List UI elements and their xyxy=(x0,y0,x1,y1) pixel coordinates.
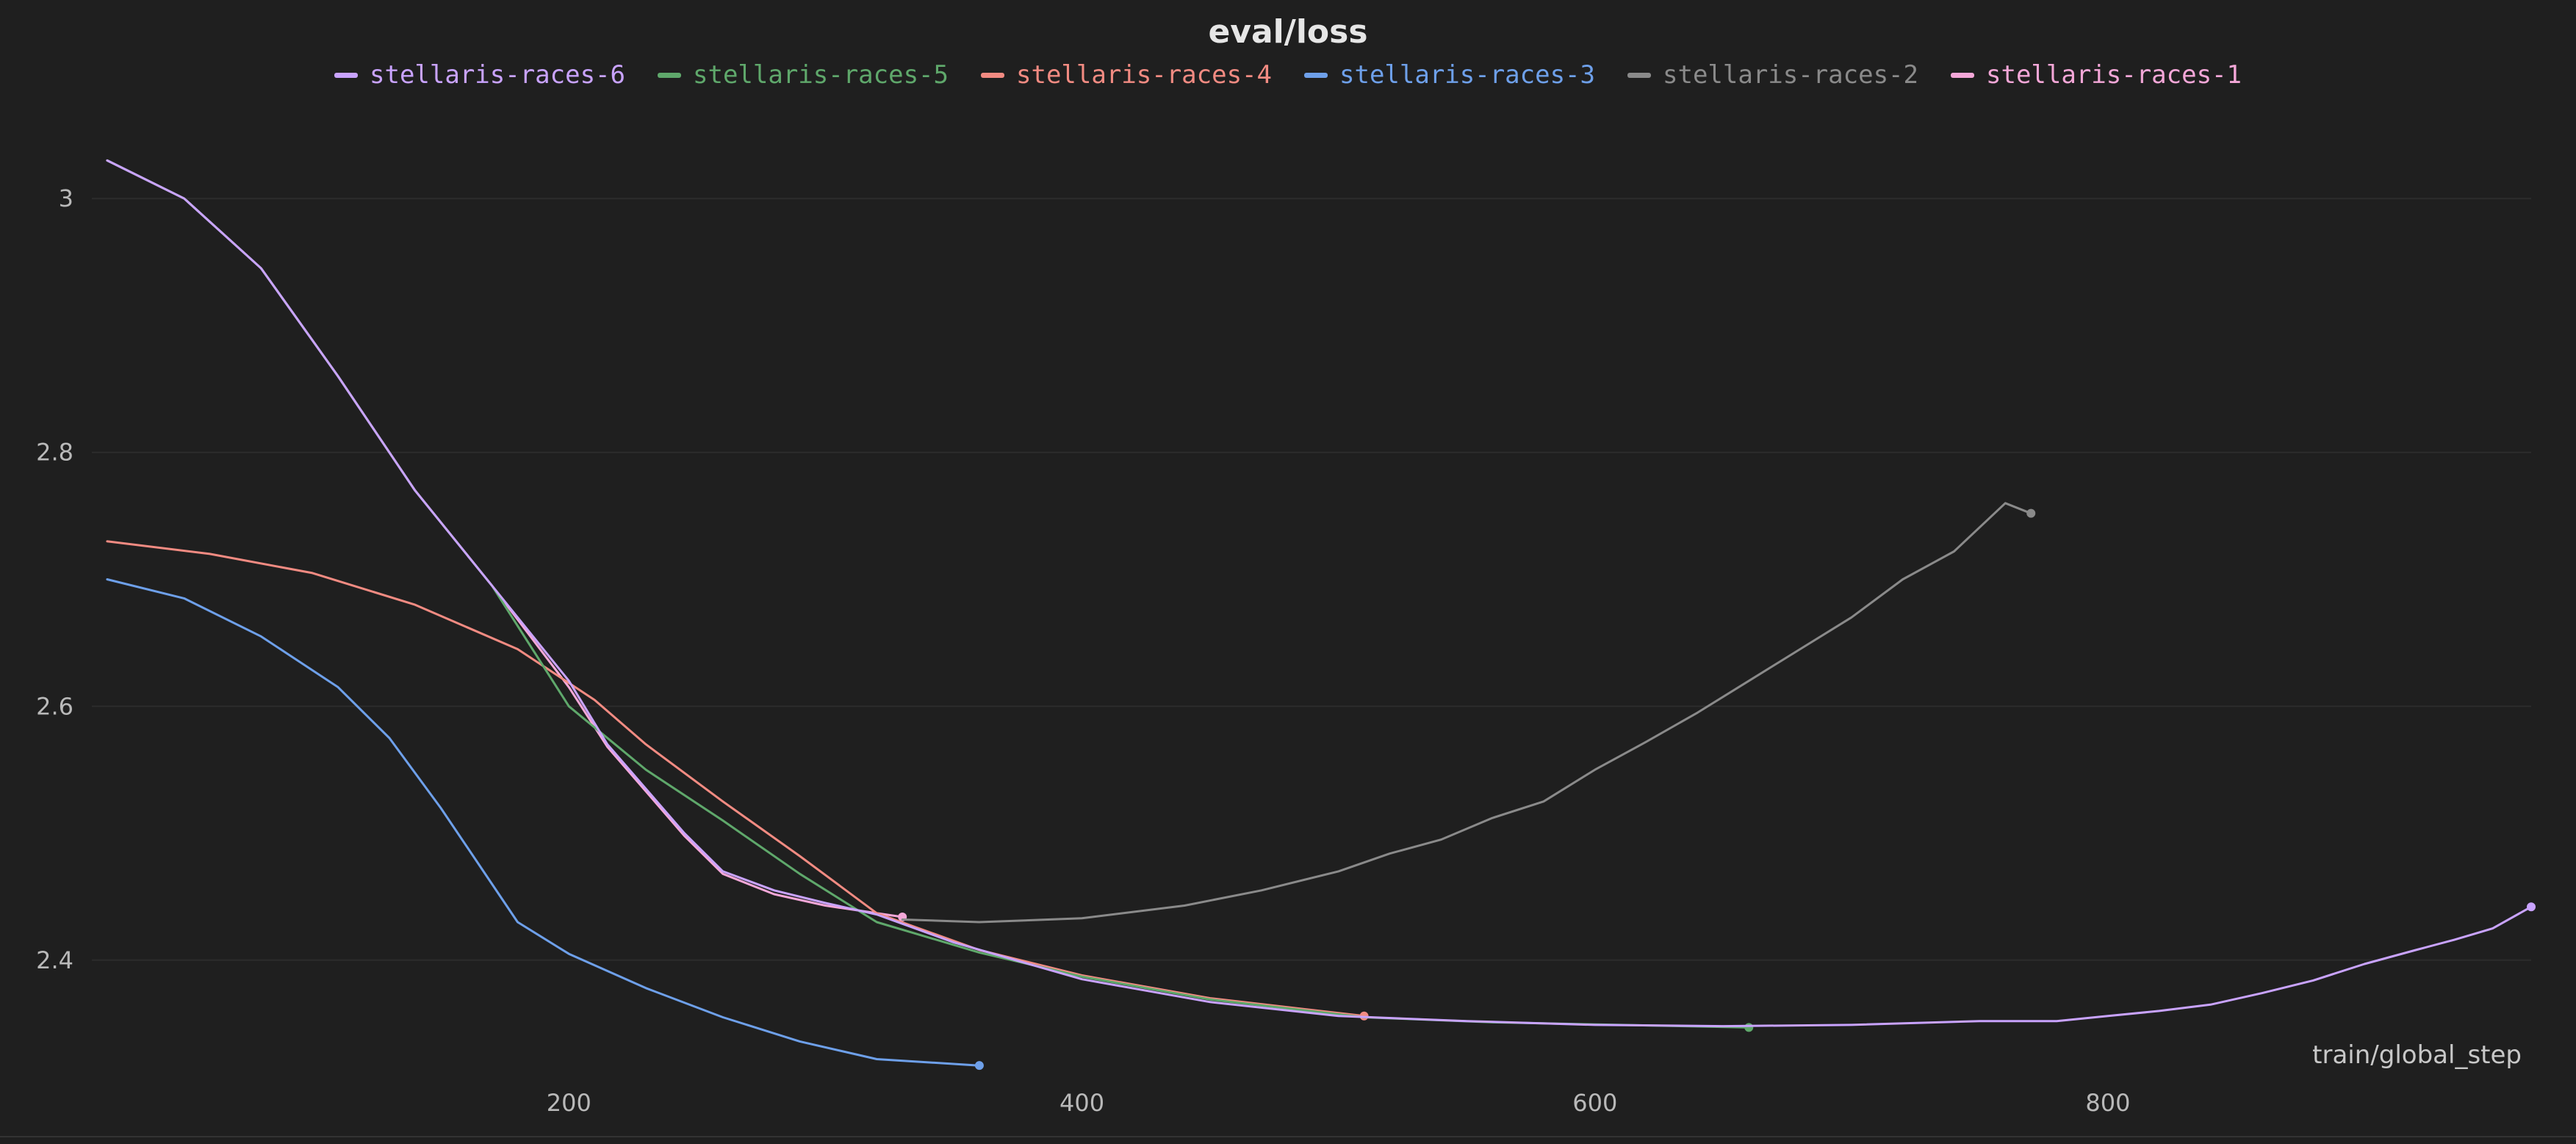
y-tick-label: 3 xyxy=(59,184,73,212)
y-tick-label: 2.8 xyxy=(36,439,73,467)
y-tick-label: 2.6 xyxy=(36,692,73,720)
chart-title: eval/loss xyxy=(1208,13,1368,51)
legend-label: stellaris-races-1 xyxy=(1986,60,2242,90)
legend-label: stellaris-races-6 xyxy=(370,60,625,90)
legend-label: stellaris-races-5 xyxy=(693,60,949,90)
x-tick-label: 800 xyxy=(2085,1089,2130,1117)
legend-item[interactable]: stellaris-races-6 xyxy=(334,60,625,90)
x-axis-title: train/global_step xyxy=(2312,1040,2522,1070)
x-tick-label: 600 xyxy=(1572,1089,1617,1117)
legend-swatch xyxy=(1627,72,1651,78)
legend-label: stellaris-races-3 xyxy=(1339,60,1595,90)
legend-swatch xyxy=(1304,72,1328,78)
legend-item[interactable]: stellaris-races-4 xyxy=(981,60,1272,90)
series-line-stellaris-races-1 xyxy=(106,159,904,918)
series-end-point-stellaris-races-2 xyxy=(2026,508,2036,518)
series-line-stellaris-races-5 xyxy=(106,159,1750,1029)
legend: stellaris-races-6 stellaris-races-5 stella… xyxy=(0,60,2576,90)
series-end-point-stellaris-races-5 xyxy=(1744,1023,1754,1032)
x-tick-label: 200 xyxy=(547,1089,591,1117)
series-end-point-stellaris-races-6 xyxy=(2527,902,2536,912)
legend-label: stellaris-races-4 xyxy=(1016,60,1272,90)
legend-item[interactable]: stellaris-races-1 xyxy=(1951,60,2242,90)
series-line-stellaris-races-2 xyxy=(901,502,2032,924)
legend-item[interactable]: stellaris-races-2 xyxy=(1627,60,1918,90)
series-line-stellaris-races-3 xyxy=(106,578,981,1067)
legend-swatch xyxy=(1951,72,1974,78)
legend-swatch xyxy=(334,72,358,78)
legend-swatch xyxy=(981,72,1004,78)
y-tick-label: 2.4 xyxy=(36,946,73,974)
x-tick-label: 400 xyxy=(1059,1089,1104,1117)
series-end-point-stellaris-races-3 xyxy=(974,1061,984,1071)
legend-item[interactable]: stellaris-races-5 xyxy=(658,60,949,90)
legend-swatch xyxy=(658,72,681,78)
legend-item[interactable]: stellaris-races-3 xyxy=(1304,60,1595,90)
legend-label: stellaris-races-2 xyxy=(1663,60,1918,90)
series-line-stellaris-races-6 xyxy=(106,159,2533,1028)
series-line-stellaris-races-4 xyxy=(106,540,1366,1018)
